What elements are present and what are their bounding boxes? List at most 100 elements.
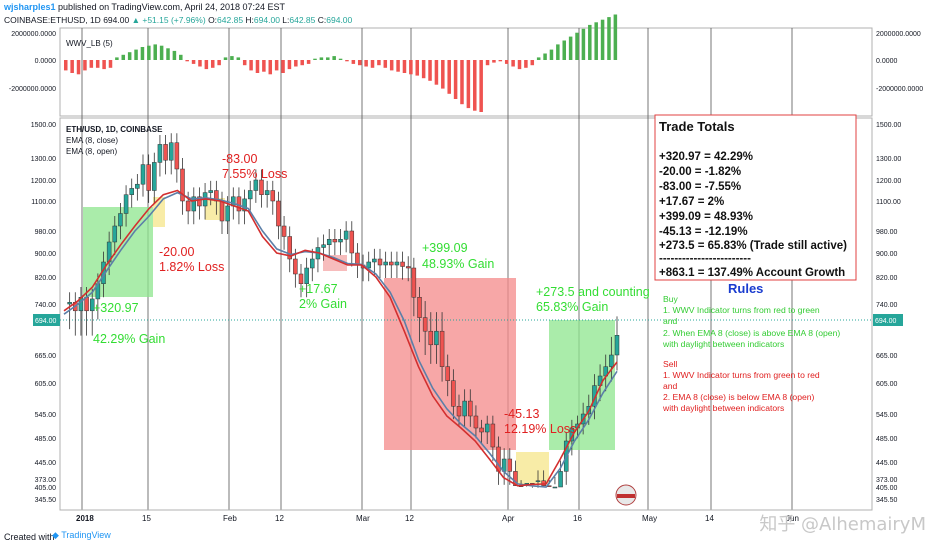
wwv-bar: [121, 54, 126, 60]
candle-body: [168, 142, 174, 161]
wwv-bar: [409, 60, 413, 75]
wwv-bar: [166, 48, 170, 60]
price-tick-label: 1500.00: [31, 122, 56, 129]
publish-text: published on TradingView.com, April 24, …: [58, 2, 286, 12]
price-tick-label: 545.00: [35, 412, 57, 419]
candle-body: [389, 261, 394, 266]
price-tick-label: 820.00: [876, 275, 898, 282]
price-tick-label: 445.00: [876, 460, 898, 467]
candle-body: [326, 239, 332, 245]
wwv-bar: [83, 60, 87, 71]
indicator-axis-right: 2000000.0000 0.0000 -2000000.0000: [876, 31, 923, 93]
indicator-tick-label: 0.0000: [876, 58, 898, 65]
price-tick-label: 373.00: [35, 477, 57, 484]
trade4-change: +17.67: [299, 282, 338, 296]
price-tick-label: 345.50: [35, 497, 57, 504]
x-tick-label: Mar: [356, 514, 370, 523]
candle-body: [349, 230, 355, 254]
candle-body: [208, 190, 213, 193]
wwv-bar: [434, 60, 439, 85]
candle-body: [247, 190, 253, 200]
wwv-bar: [377, 60, 381, 66]
wwv-bar: [332, 56, 336, 60]
candle-body: [451, 380, 456, 407]
loss-box-6: [516, 452, 549, 484]
candle-body: [174, 142, 180, 170]
wwv-bar: [153, 44, 157, 60]
trade-totals-title: Trade Totals: [659, 119, 735, 134]
x-tick-label: Apr: [502, 514, 515, 523]
price-tick-label: 740.00: [35, 302, 57, 309]
footer: Created with ◆ TradingView: [0, 525, 932, 550]
wwv-bar: [217, 60, 221, 66]
wwv-bar: [313, 58, 317, 60]
wwv-bar: [159, 45, 164, 60]
indicator-tick-label: 0.0000: [35, 58, 57, 65]
candle-body: [84, 297, 89, 312]
indicator-tick-label: -2000000.0000: [876, 86, 923, 93]
wwv-bar: [568, 36, 573, 60]
candle-body: [157, 144, 163, 163]
candle-body: [456, 406, 462, 417]
sell-and: and: [663, 381, 678, 391]
trade5-percent: 48.93% Gain: [422, 257, 494, 271]
wwv-bar: [556, 44, 560, 60]
price-tick-label: 740.00: [876, 302, 898, 309]
price-axis-left: 1500.00 1300.00 1200.00 1100.00 980.00 900.00…: [31, 122, 56, 504]
candle-body: [298, 273, 304, 284]
close-value: 694.00: [326, 15, 353, 25]
low-value: 642.85: [289, 15, 316, 25]
chart-canvas[interactable]: WWV_LB (5) 2000000.0000 0.0000 -2000000.00…: [0, 0, 932, 525]
trade5-change: +399.09: [422, 241, 468, 255]
ema-close-line: [63, 189, 618, 487]
tradingview-logo[interactable]: ◆ TradingView: [52, 530, 111, 540]
candle-body: [259, 179, 264, 195]
wwv-bar: [441, 60, 445, 89]
price-tick-label: 900.00: [35, 251, 57, 258]
last-price-tag-right: [873, 314, 903, 326]
x-tick-label: 14: [705, 514, 714, 523]
candle-body: [89, 298, 95, 312]
wwv-bar: [287, 60, 292, 70]
candle-body: [264, 190, 270, 195]
wwv-bar: [95, 60, 100, 68]
wwv-bar: [210, 60, 215, 68]
price-tick-label: 980.00: [876, 229, 898, 236]
price-tick-label: 1300.00: [31, 156, 56, 163]
price-tick-label: 405.00: [876, 485, 898, 492]
candle-body: [422, 317, 428, 332]
x-axis: 2018 15 Feb 12 Mar 12 Apr 16 May 14 Jun: [76, 514, 799, 523]
wwv-bar: [147, 45, 151, 60]
candle-body: [304, 267, 309, 284]
candle-body: [242, 198, 247, 212]
x-tick-label: 12: [405, 514, 414, 523]
wwv-bar: [511, 60, 515, 67]
candle-body: [468, 400, 473, 417]
price-tick-label: 485.00: [35, 436, 57, 443]
sell-rule-2: 2. EMA 8 (close) is below EMA 8 (open): [663, 392, 815, 402]
high-label: H:: [245, 15, 254, 25]
author-link[interactable]: wjsharples1: [4, 2, 56, 12]
wwv-bar: [76, 60, 81, 75]
buy-rule-2b: with daylight between indicators: [662, 339, 784, 349]
trade-total-line-2: -20.00 = -1.82%: [659, 166, 741, 178]
candle-body: [321, 244, 326, 248]
x-tick-label: 2018: [76, 514, 94, 523]
wwv-bar: [357, 60, 362, 66]
symbol-label: COINBASE:ETHUSD, 1D: [4, 15, 101, 25]
wwv-bar: [89, 60, 94, 68]
wwv-histogram: [64, 14, 618, 112]
loss-box-2: [153, 197, 165, 227]
candle-body: [287, 236, 292, 260]
wwv-bar: [326, 57, 330, 60]
legend-ema-open: EMA (8, open): [66, 147, 117, 156]
rules-title: Rules: [728, 281, 763, 296]
gain-box-7: [549, 320, 615, 450]
trade6-change: -45.13: [504, 407, 539, 421]
wwv-bar: [588, 24, 592, 60]
price-tick-label: 405.00: [35, 485, 57, 492]
wwv-bar: [191, 60, 196, 64]
x-tick-label: Jun: [786, 514, 799, 523]
wwv-bar: [543, 53, 547, 60]
trade-total-line-8: ------------------------: [659, 253, 751, 265]
